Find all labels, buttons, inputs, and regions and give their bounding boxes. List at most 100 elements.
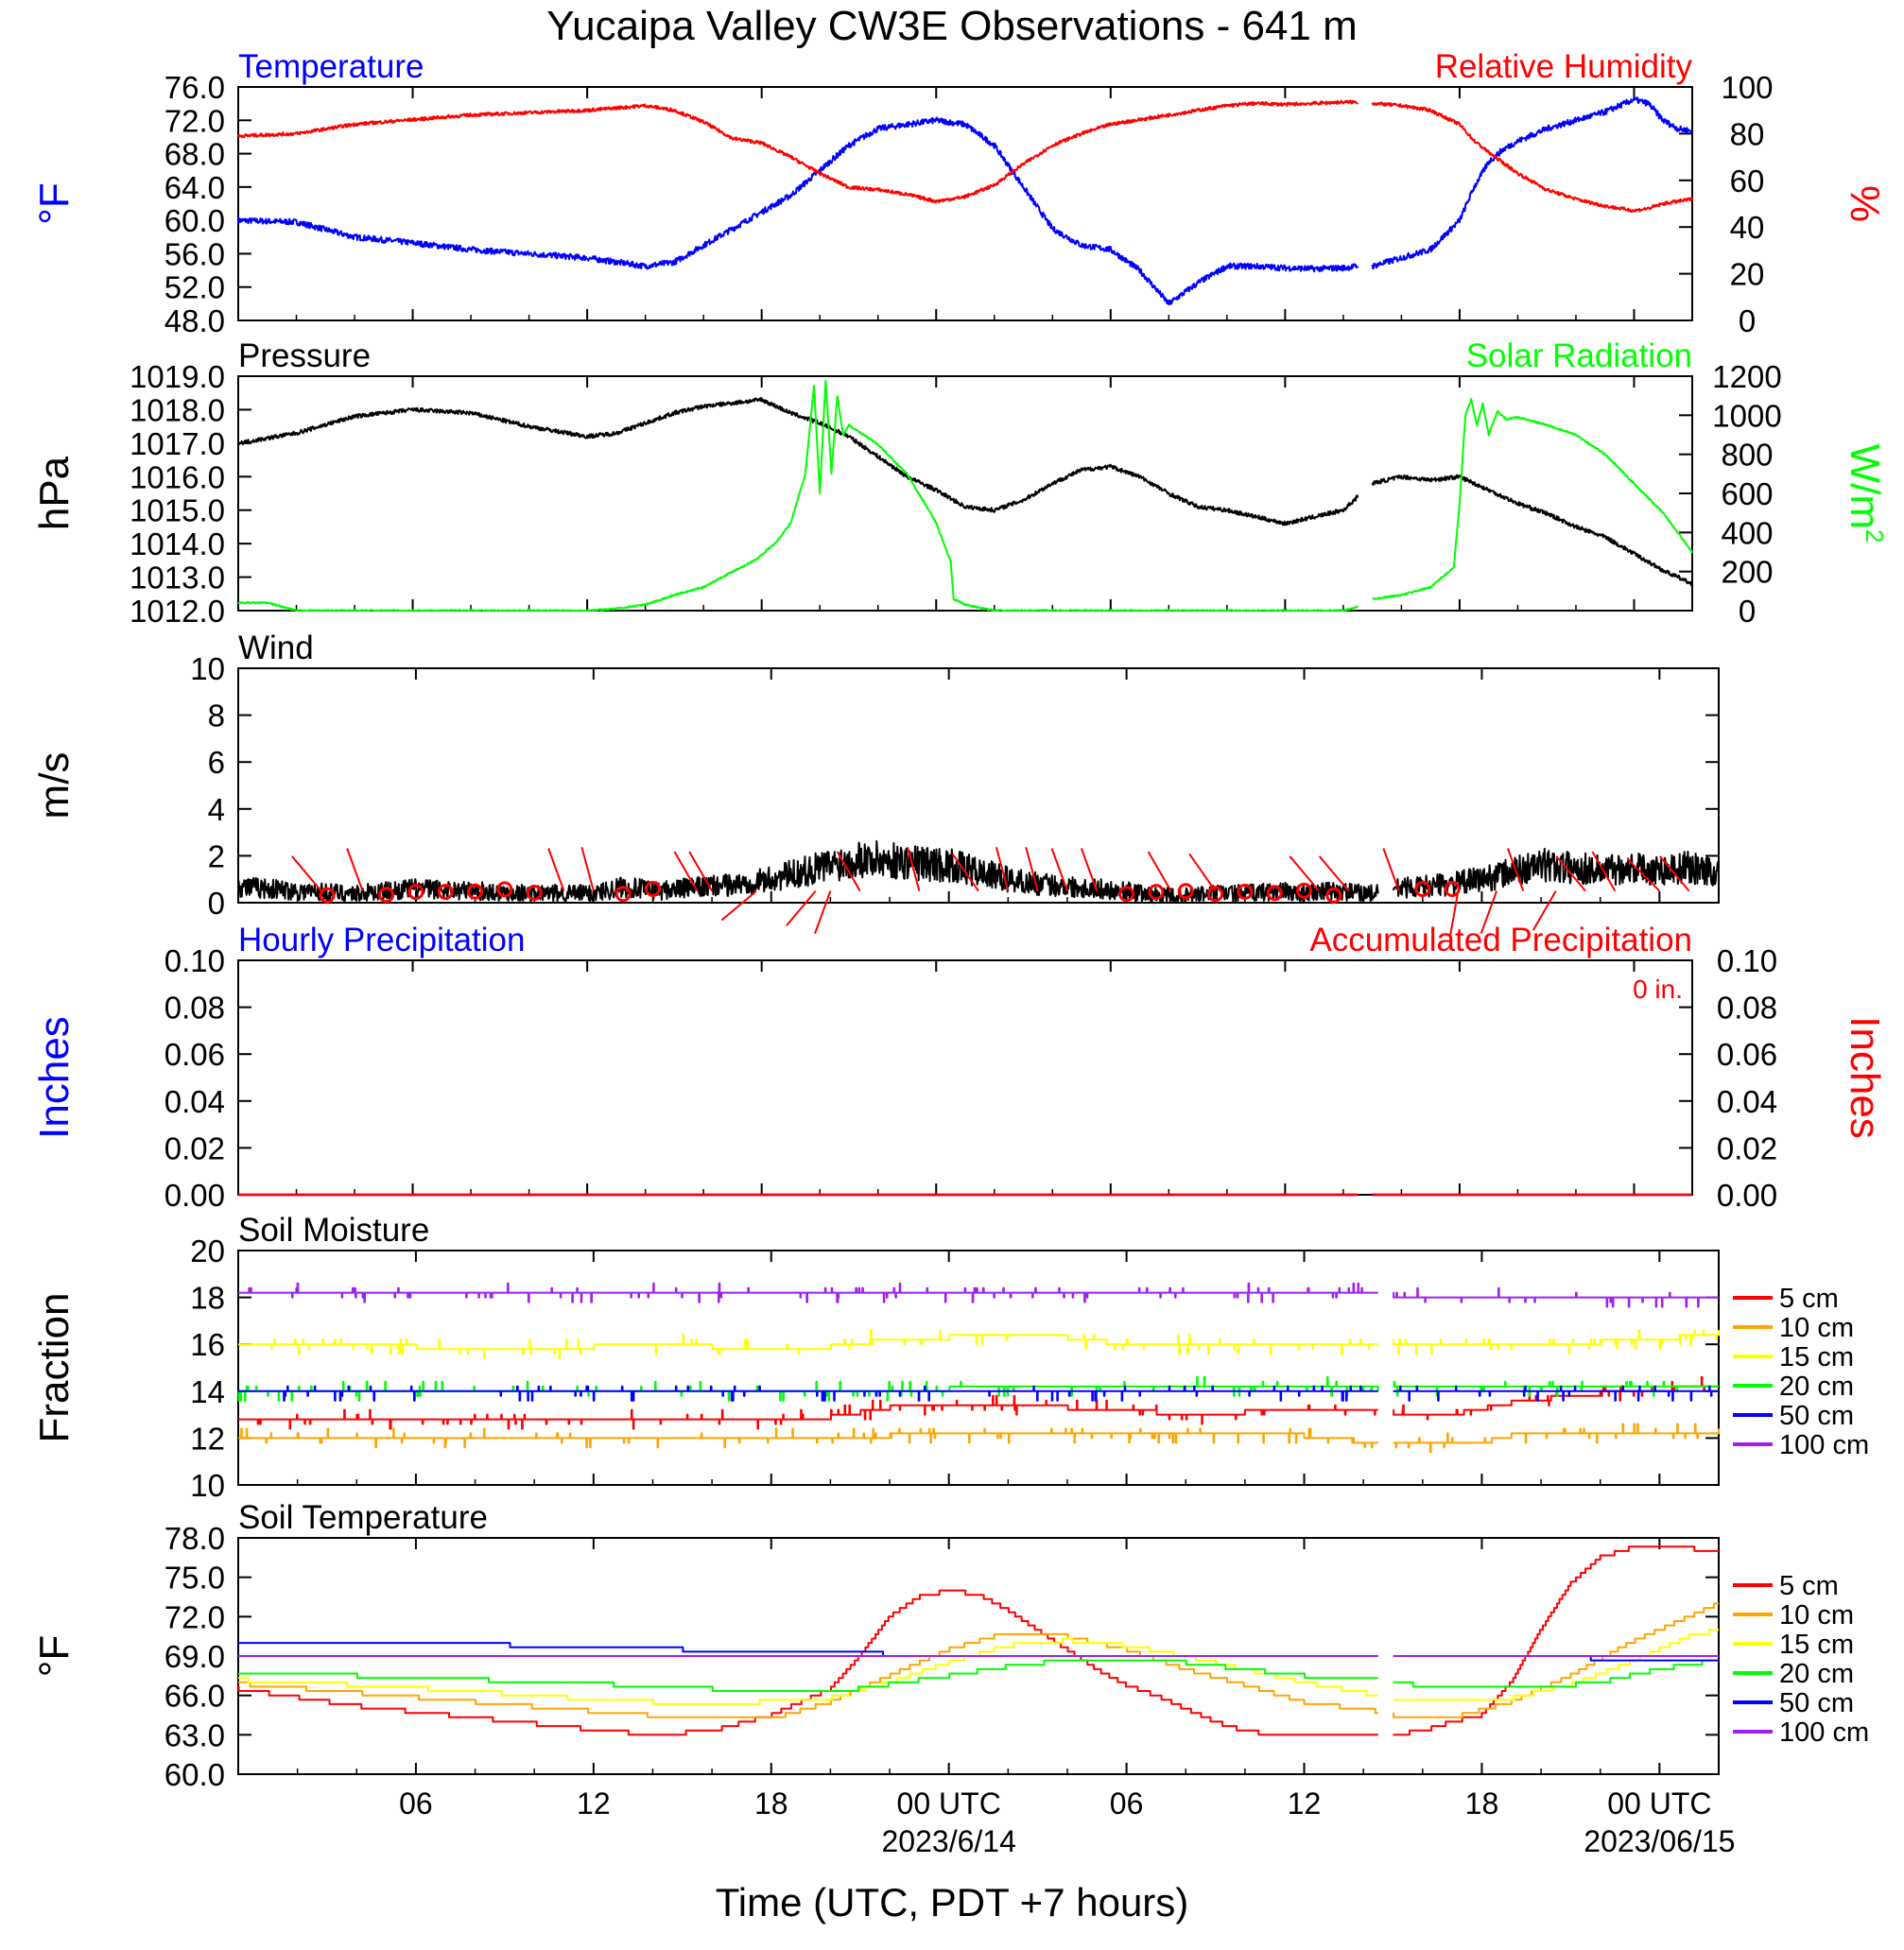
y-tick-label: 60.0 <box>164 1757 225 1792</box>
panel-hourly-precipitation-title: Hourly Precipitation <box>238 922 525 958</box>
wind-barb <box>720 889 757 922</box>
y-tick-label: 16 <box>190 1327 225 1362</box>
y-tick-label: 0.10 <box>164 943 225 978</box>
y-tick-label-right: 0 <box>1739 594 1756 629</box>
wind-barb <box>1532 890 1557 931</box>
y-tick-label: 78.0 <box>164 1521 225 1556</box>
series-solar-radiation-segment-3 <box>1372 398 1693 600</box>
y-tick-label-right: 0.02 <box>1717 1130 1777 1165</box>
y-tick-label: 0.06 <box>164 1037 225 1072</box>
series-15-cm-segment-4 <box>237 1329 1379 1360</box>
series-15-cm-segment-4 <box>237 1637 1379 1705</box>
calm-wind-marker <box>496 881 513 898</box>
y-tick-label-right: 1200 <box>1712 359 1781 394</box>
series-10-cm-segment-3 <box>1393 1602 1720 1718</box>
y-axis-label: Inches <box>31 1016 78 1139</box>
series-temperature-segment-1 <box>1371 95 1693 270</box>
y-tick-label: 18 <box>190 1281 225 1316</box>
y-tick-label-right: 0.00 <box>1717 1178 1777 1213</box>
accumulated-total-label: 0 in. <box>1633 975 1683 1004</box>
calm-wind-marker <box>437 884 454 901</box>
series-pressure-segment-1 <box>1371 474 1693 587</box>
y-tick-label-right: 200 <box>1721 555 1773 590</box>
wind-barb <box>1147 851 1172 892</box>
calm-wind-marker <box>378 887 395 904</box>
x-tick-label: 06 <box>1110 1786 1144 1821</box>
y-tick-label: 1018.0 <box>130 392 225 427</box>
wind-barb <box>291 855 322 892</box>
wind-barb <box>1659 855 1690 892</box>
y-tick-label: 6 <box>208 745 225 780</box>
x-axis-label: Time (UTC, PDT +7 hours) <box>716 1880 1189 1924</box>
panel-wind <box>237 667 1720 904</box>
wind-barb <box>1318 855 1350 892</box>
y-tick-label: 1015.0 <box>130 493 225 528</box>
calm-wind-marker <box>1118 886 1135 903</box>
y-tick-label: 63.0 <box>164 1717 225 1752</box>
panel-hourly-precipitation-frame <box>237 959 1693 1196</box>
y-tick-label: 1012.0 <box>130 594 225 629</box>
panel-soil-moisture-title: Soil Moisture <box>238 1212 429 1249</box>
y-tick-label: 1013.0 <box>130 561 225 595</box>
y-tick-label: 76.0 <box>164 70 225 105</box>
y-tick-label: 48.0 <box>164 303 225 338</box>
series-temperature-segment-0 <box>237 116 1359 306</box>
wind-barb <box>1480 890 1498 935</box>
y-tick-label: 0.08 <box>164 991 225 1026</box>
panel-pressure-title: Pressure <box>238 337 371 374</box>
y-tick-label: 4 <box>208 792 225 827</box>
series-15-cm-segment-5 <box>1393 1629 1720 1701</box>
calm-wind-marker <box>1148 884 1165 901</box>
y-tick-label: 8 <box>208 699 225 733</box>
calm-wind-marker <box>1237 883 1254 900</box>
wind-barb <box>1626 857 1661 892</box>
x-tick-label: 12 <box>1288 1786 1322 1821</box>
legend-label: 20 cm <box>1779 1372 1854 1402</box>
wind-barb <box>1080 848 1099 891</box>
wind-barb <box>995 846 1010 891</box>
calm-wind-marker <box>407 884 424 901</box>
legend-label: 20 cm <box>1779 1659 1854 1689</box>
y-tick-label: 1019.0 <box>130 359 225 394</box>
chart-title: Yucaipa Valley CW3E Observations - 641 m <box>546 3 1358 49</box>
y-tick-label-right: 800 <box>1721 438 1773 473</box>
series-100-cm-segment-10 <box>237 1282 1379 1303</box>
wind-barb <box>906 846 921 891</box>
calm-wind-marker <box>1296 882 1313 899</box>
calm-wind-marker <box>1266 885 1283 902</box>
y-axis-label-right: % <box>1842 185 1888 222</box>
legend-label: 100 cm <box>1779 1717 1869 1748</box>
y-tick-label: 10 <box>190 651 225 686</box>
panel-soil-moisture-frame <box>237 1250 1720 1486</box>
y-tick-label-right: 0 <box>1739 303 1756 338</box>
calm-wind-marker <box>467 883 484 900</box>
calm-wind-marker <box>1177 883 1194 900</box>
series-100-cm-segment-11 <box>1393 1286 1720 1308</box>
y-tick-label: 68.0 <box>164 137 225 172</box>
legend-label: 10 cm <box>1779 1600 1854 1631</box>
y-tick-label: 0 <box>208 886 225 921</box>
series-pressure-segment-0 <box>237 397 1359 526</box>
series-20-cm-segment-7 <box>1393 1380 1720 1397</box>
legend-label: 50 cm <box>1779 1401 1854 1431</box>
series-50-cm-segment-8 <box>237 1642 1379 1657</box>
wind-barb <box>580 846 595 891</box>
series-10-cm-segment-2 <box>237 1427 1379 1449</box>
wind-barb <box>547 848 565 891</box>
panel-pressure-title-right: Solar Radiation <box>1466 337 1692 374</box>
y-tick-label-right: 60 <box>1730 164 1765 198</box>
wind-barb <box>1188 853 1217 892</box>
series-20-cm-segment-6 <box>237 1375 1379 1402</box>
wind-barb <box>1382 848 1400 891</box>
y-tick-label-right: 600 <box>1721 476 1773 511</box>
calm-wind-marker <box>644 880 661 897</box>
wind-barb <box>688 851 713 892</box>
y-tick-label-right: 1000 <box>1712 398 1781 433</box>
series-solar-radiation-segment-2 <box>237 379 1359 612</box>
panel-temperature-frame <box>237 86 1693 321</box>
wind-barb <box>1025 846 1039 891</box>
series-50-cm-segment-8 <box>237 1385 1379 1402</box>
series-relative-humidity-segment-3 <box>1371 101 1693 214</box>
series-5-cm-segment-1 <box>1393 1375 1720 1421</box>
